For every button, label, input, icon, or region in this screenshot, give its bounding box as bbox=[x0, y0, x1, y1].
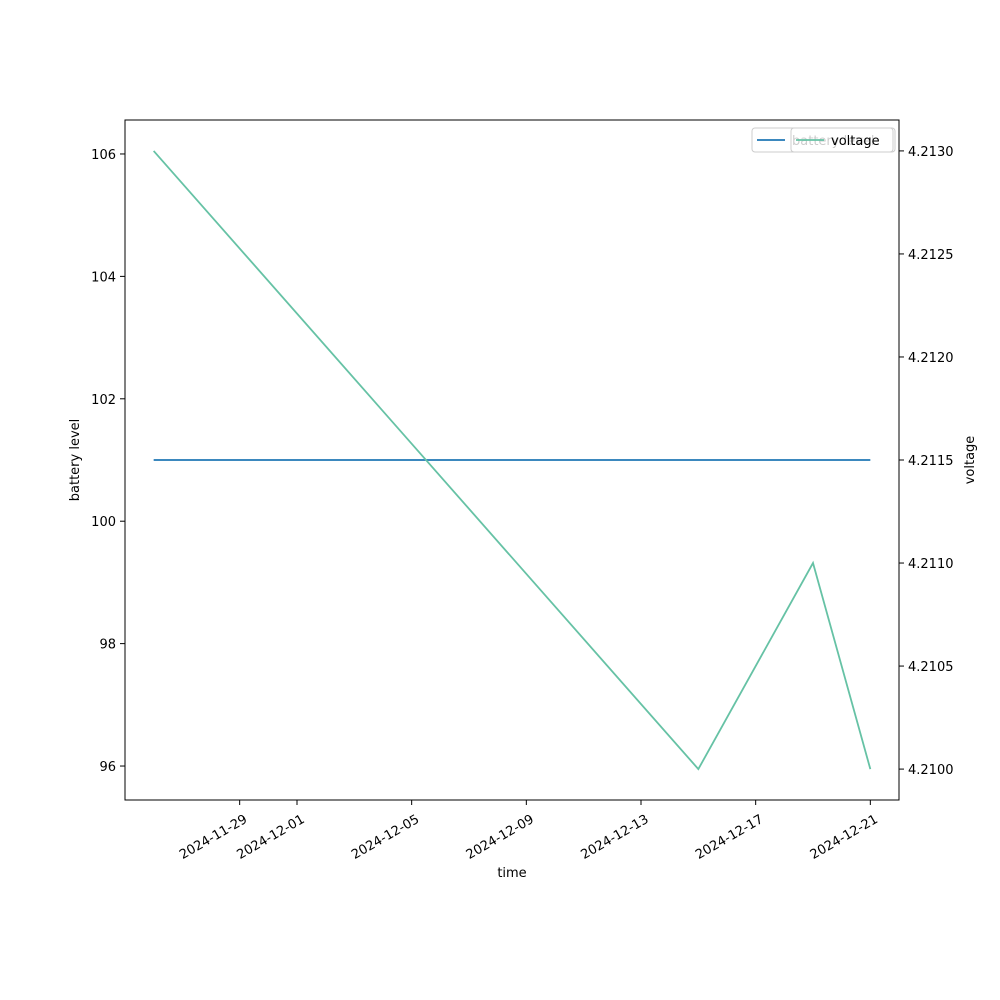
y2-tick-label: 4.2115 bbox=[908, 454, 954, 469]
y-tick-label: 106 bbox=[91, 148, 116, 163]
y-tick-label: 102 bbox=[91, 393, 116, 408]
legend-box bbox=[790, 127, 894, 153]
y2-tick-label: 4.2110 bbox=[908, 557, 954, 572]
y2-tick-label: 4.2100 bbox=[908, 763, 954, 778]
y2-tick-label: 4.2105 bbox=[908, 660, 954, 675]
y-tick-label: 96 bbox=[99, 760, 116, 775]
y-tick-label: 104 bbox=[91, 270, 116, 285]
x-axis-label: time bbox=[497, 866, 526, 881]
y-tick-label: 98 bbox=[99, 638, 116, 653]
y-tick-label: 100 bbox=[91, 515, 116, 530]
y2-tick-label: 4.2120 bbox=[908, 351, 954, 366]
y2-axis-label: voltage bbox=[963, 436, 978, 485]
y-axis-label: battery level bbox=[68, 419, 83, 502]
series-line bbox=[152, 150, 872, 771]
plot-frame bbox=[124, 119, 900, 801]
y2-tick-label: 4.2125 bbox=[908, 248, 954, 263]
legend-label: voltage bbox=[831, 134, 880, 149]
y2-tick-label: 4.2130 bbox=[908, 145, 954, 160]
